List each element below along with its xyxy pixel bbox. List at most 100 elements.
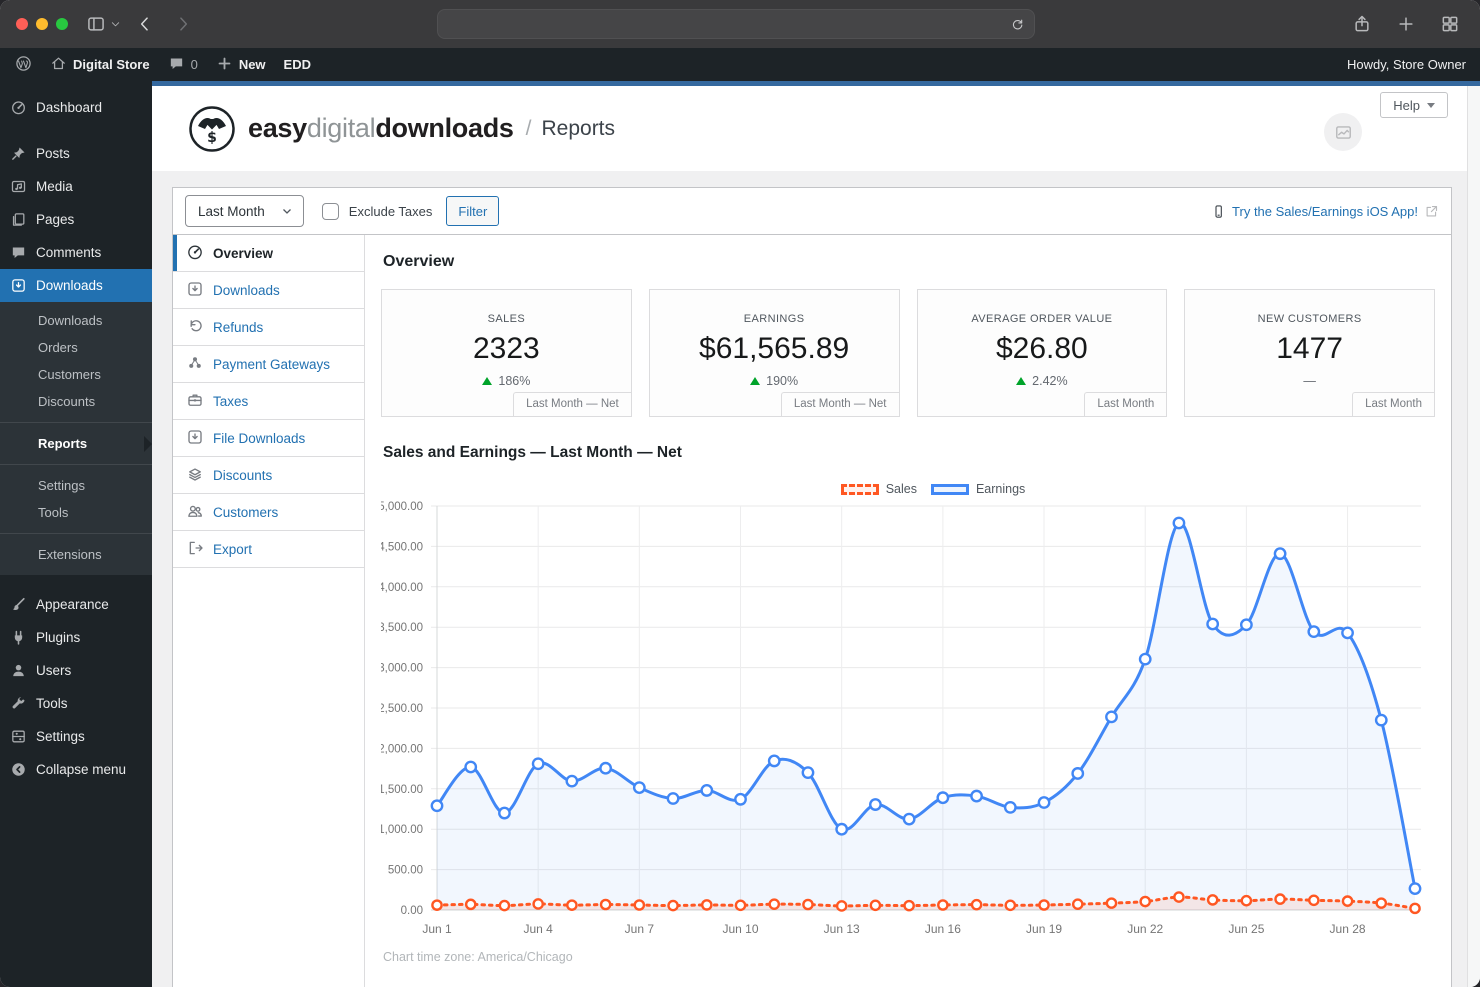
site-name-menu[interactable]: Digital Store	[41, 48, 159, 81]
earnings-point[interactable]	[734, 792, 747, 806]
sales-point[interactable]	[498, 899, 511, 912]
legend-item-sales[interactable]: Sales	[840, 482, 917, 496]
sidebar-item-users[interactable]: Users	[0, 654, 152, 687]
earnings-point[interactable]	[1138, 652, 1152, 666]
sales-point[interactable]	[1240, 894, 1253, 907]
sales-point[interactable]	[1105, 897, 1118, 909]
help-dropdown-button[interactable]: Help	[1380, 92, 1448, 118]
sales-point[interactable]	[1038, 899, 1050, 911]
address-bar[interactable]	[437, 9, 1035, 39]
sales-point[interactable]	[1409, 902, 1421, 915]
earnings-point[interactable]	[1374, 713, 1388, 727]
sidebar-toggle-button[interactable]	[86, 14, 121, 34]
tab-export[interactable]: Export	[173, 531, 364, 568]
earnings-point[interactable]	[1408, 882, 1422, 895]
earnings-point[interactable]	[531, 757, 545, 771]
earnings-point[interactable]	[666, 792, 680, 805]
sidebar-subitem-orders[interactable]: Orders	[0, 334, 152, 361]
edd-menu[interactable]: EDD	[275, 48, 320, 81]
earnings-point[interactable]	[936, 791, 950, 805]
earnings-point[interactable]	[498, 806, 511, 820]
filter-button[interactable]: Filter	[446, 196, 500, 226]
sales-point[interactable]	[633, 899, 646, 911]
earnings-point[interactable]	[970, 789, 983, 803]
earnings-point[interactable]	[565, 774, 579, 788]
sidebar-item-appearance[interactable]: Appearance	[0, 588, 152, 621]
chart-settings-button[interactable]	[1324, 113, 1362, 151]
sales-point[interactable]	[532, 898, 544, 910]
earnings-point[interactable]	[1307, 625, 1321, 639]
earnings-point[interactable]	[869, 798, 882, 811]
exclude-taxes-checkbox[interactable]	[321, 202, 339, 220]
sales-point[interactable]	[734, 899, 747, 912]
earnings-point[interactable]	[835, 822, 849, 836]
howdy-account-menu[interactable]: Howdy, Store Owner	[1347, 57, 1466, 72]
earnings-point[interactable]	[700, 784, 714, 797]
sales-point[interactable]	[1341, 895, 1354, 907]
earnings-point[interactable]	[1239, 618, 1253, 632]
legend-item-earnings[interactable]: Earnings	[930, 482, 1025, 496]
sales-point[interactable]	[1375, 897, 1388, 909]
earnings-point[interactable]	[1037, 796, 1051, 809]
earnings-point[interactable]	[1172, 516, 1186, 530]
sidebar-item-downloads[interactable]: Downloads	[0, 269, 152, 302]
earnings-point[interactable]	[632, 781, 646, 794]
sales-point[interactable]	[802, 898, 814, 911]
sales-point[interactable]	[1206, 894, 1219, 906]
sidebar-subitem-extensions[interactable]: Extensions	[0, 541, 152, 568]
minimize-window-button[interactable]	[36, 18, 48, 30]
earnings-point[interactable]	[902, 812, 916, 826]
sales-point[interactable]	[835, 900, 848, 912]
wp-logo-menu[interactable]	[6, 48, 41, 81]
earnings-point[interactable]	[1105, 710, 1118, 724]
sidebar-item-tools[interactable]: Tools	[0, 687, 152, 720]
sidebar-item-media[interactable]: Media	[0, 170, 152, 203]
sidebar-subitem-reports[interactable]: Reports	[0, 430, 152, 457]
back-button[interactable]	[135, 14, 155, 34]
tab-discounts[interactable]: Discounts	[173, 457, 364, 494]
earnings-point[interactable]	[801, 766, 815, 780]
scrollbar-gutter[interactable]	[1467, 86, 1480, 987]
sidebar-subitem-downloads[interactable]: Downloads	[0, 307, 152, 334]
sidebar-item-settings[interactable]: Settings	[0, 720, 152, 753]
earnings-point[interactable]	[1003, 800, 1017, 814]
sales-point[interactable]	[768, 898, 781, 910]
date-range-select[interactable]: Last Month	[185, 195, 304, 227]
tab-taxes[interactable]: Taxes	[173, 383, 364, 420]
earnings-point[interactable]	[767, 754, 781, 768]
tab-payment-gateways[interactable]: Payment Gateways	[173, 346, 364, 383]
sales-point[interactable]	[1173, 891, 1185, 903]
share-button[interactable]	[1352, 14, 1372, 34]
sidebar-item-dashboard[interactable]: Dashboard	[0, 91, 152, 124]
sidebar-item-posts[interactable]: Posts	[0, 137, 152, 170]
sales-point[interactable]	[700, 899, 713, 911]
sales-point[interactable]	[431, 899, 443, 911]
sales-point[interactable]	[1004, 899, 1017, 912]
sales-point[interactable]	[599, 898, 612, 911]
sidebar-item-plugins[interactable]: Plugins	[0, 621, 152, 654]
sales-point[interactable]	[566, 899, 578, 911]
tab-overview-button[interactable]	[1440, 14, 1460, 34]
sidebar-item-comments[interactable]: Comments	[0, 236, 152, 269]
new-content-menu[interactable]: New	[207, 48, 275, 81]
comments-menu[interactable]: 0	[159, 48, 207, 81]
sidebar-subitem-customers[interactable]: Customers	[0, 361, 152, 388]
sales-point[interactable]	[464, 898, 477, 911]
tab-refunds[interactable]: Refunds	[173, 309, 364, 346]
earnings-point[interactable]	[430, 799, 444, 813]
earnings-point[interactable]	[1206, 617, 1220, 631]
close-window-button[interactable]	[16, 18, 28, 30]
sidebar-item-pages[interactable]: Pages	[0, 203, 152, 236]
earnings-point[interactable]	[1273, 547, 1287, 561]
tab-file-downloads[interactable]: File Downloads	[173, 420, 364, 457]
sales-point[interactable]	[869, 899, 882, 912]
sidebar-subitem-tools[interactable]: Tools	[0, 499, 152, 526]
sidebar-item-collapse-menu[interactable]: Collapse menu	[0, 753, 152, 786]
earnings-point[interactable]	[1071, 767, 1085, 780]
forward-button[interactable]	[173, 14, 193, 34]
sidebar-subitem-settings[interactable]: Settings	[0, 472, 152, 499]
earnings-point[interactable]	[599, 761, 613, 775]
sales-point[interactable]	[937, 899, 949, 911]
sales-point[interactable]	[667, 899, 679, 912]
tab-overview[interactable]: Overview	[173, 235, 364, 272]
